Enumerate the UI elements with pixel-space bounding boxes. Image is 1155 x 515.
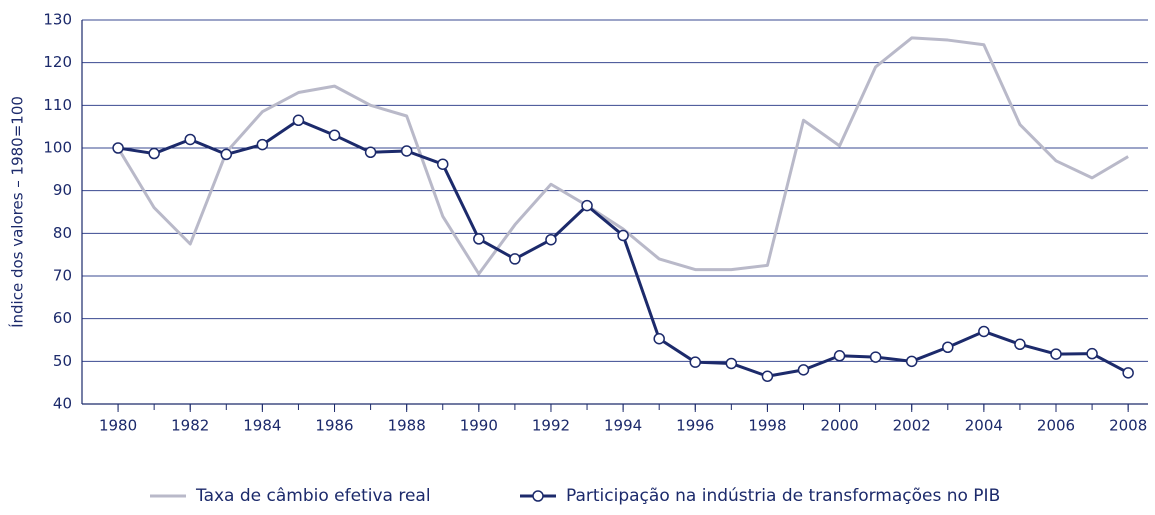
x-tick-label: 1982 — [171, 417, 209, 435]
point — [617, 229, 629, 242]
point — [436, 158, 449, 170]
point — [689, 356, 702, 368]
y-tick-label: 80 — [53, 224, 72, 242]
x-tick-label: 1988 — [388, 417, 426, 435]
x-tick-label: 1996 — [676, 417, 714, 435]
point — [653, 332, 665, 345]
y-tick-label: 100 — [43, 139, 72, 157]
point — [364, 146, 377, 159]
point — [112, 142, 124, 154]
point — [905, 355, 918, 368]
x-tick-label: 2000 — [820, 417, 858, 435]
y-tick-label: 110 — [43, 96, 72, 114]
x-tick-label: 1992 — [532, 417, 570, 435]
legend-marker — [532, 490, 544, 502]
point — [869, 351, 882, 363]
x-tick-label: 1990 — [460, 417, 498, 435]
y-tick-label: 60 — [53, 309, 72, 327]
point — [833, 350, 846, 362]
x-tick-label: 1980 — [99, 417, 137, 435]
series-line — [117, 118, 1129, 378]
point — [797, 364, 810, 376]
y-axis-label: Índice dos valores – 1980=100 — [8, 96, 27, 328]
y-tick-label: 90 — [53, 181, 72, 199]
y-tick-label: 50 — [53, 352, 72, 370]
point — [581, 199, 593, 212]
x-tick-label: 1986 — [315, 417, 353, 435]
point — [220, 148, 233, 161]
point — [148, 147, 160, 160]
x-tick-label: 2008 — [1109, 417, 1147, 435]
point — [292, 114, 305, 127]
point — [761, 370, 774, 383]
point — [328, 129, 341, 141]
series-line — [116, 36, 1129, 276]
point — [400, 145, 413, 157]
point — [545, 233, 557, 246]
point — [1122, 367, 1134, 379]
point — [509, 253, 521, 265]
x-tick-label: 2002 — [893, 417, 931, 435]
legend-label: Participação na indústria de transformaç… — [566, 486, 1000, 506]
point — [942, 341, 954, 354]
point — [1086, 347, 1098, 360]
x-tick-label: 1984 — [243, 417, 281, 435]
y-tick-label: 70 — [53, 267, 72, 285]
point — [256, 138, 269, 151]
x-tick-label: 2006 — [1037, 417, 1075, 435]
y-tick-label: 40 — [53, 395, 72, 413]
x-tick-label: 1994 — [604, 417, 642, 435]
legend-label: Taxa de câmbio efetiva real — [195, 486, 431, 506]
x-tick-label: 1998 — [748, 417, 786, 435]
y-tick-label: 130 — [43, 11, 72, 29]
point — [725, 357, 738, 370]
point — [978, 325, 990, 338]
point — [1050, 348, 1062, 360]
x-tick-label: 2004 — [965, 417, 1003, 435]
y-tick-label: 120 — [43, 53, 72, 71]
point — [184, 133, 196, 146]
point — [1014, 338, 1026, 351]
point — [473, 233, 485, 245]
